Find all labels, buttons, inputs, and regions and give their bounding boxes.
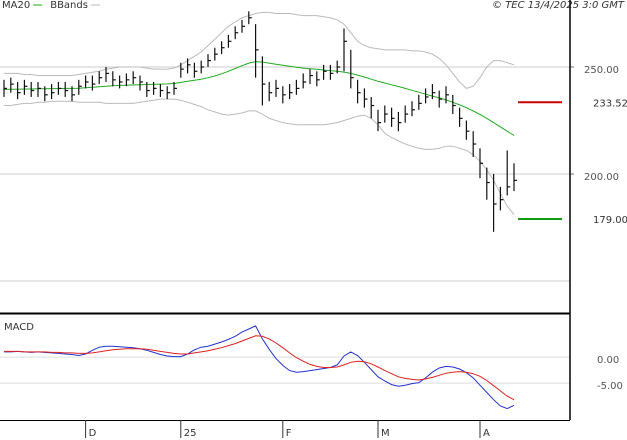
y-tick-label: 0.00 xyxy=(597,355,619,366)
credit: © TEC 13/4/2025 3:0 GMT xyxy=(492,0,625,11)
legend-label: MA20 xyxy=(2,0,30,11)
legend-label: BBands xyxy=(50,0,88,11)
panel-title: MACD xyxy=(4,322,34,333)
macd-line xyxy=(4,325,515,410)
x-tick-label: A xyxy=(483,428,490,439)
y-tick-label: -5.00 xyxy=(597,381,623,392)
x-tick-label: D xyxy=(89,428,97,439)
x-tick-label: F xyxy=(286,428,292,439)
level-label: 179.00 xyxy=(593,215,627,226)
x-tick-label: 25 xyxy=(184,428,197,439)
macd-line xyxy=(4,335,515,401)
band-line xyxy=(4,11,515,89)
level-label: 233.52 xyxy=(593,98,627,109)
ma-line xyxy=(3,61,515,136)
y-tick-label: 250.00 xyxy=(584,65,619,76)
x-tick-label: M xyxy=(381,428,390,439)
y-tick-label: 200.00 xyxy=(584,172,619,183)
band-line xyxy=(4,98,515,216)
